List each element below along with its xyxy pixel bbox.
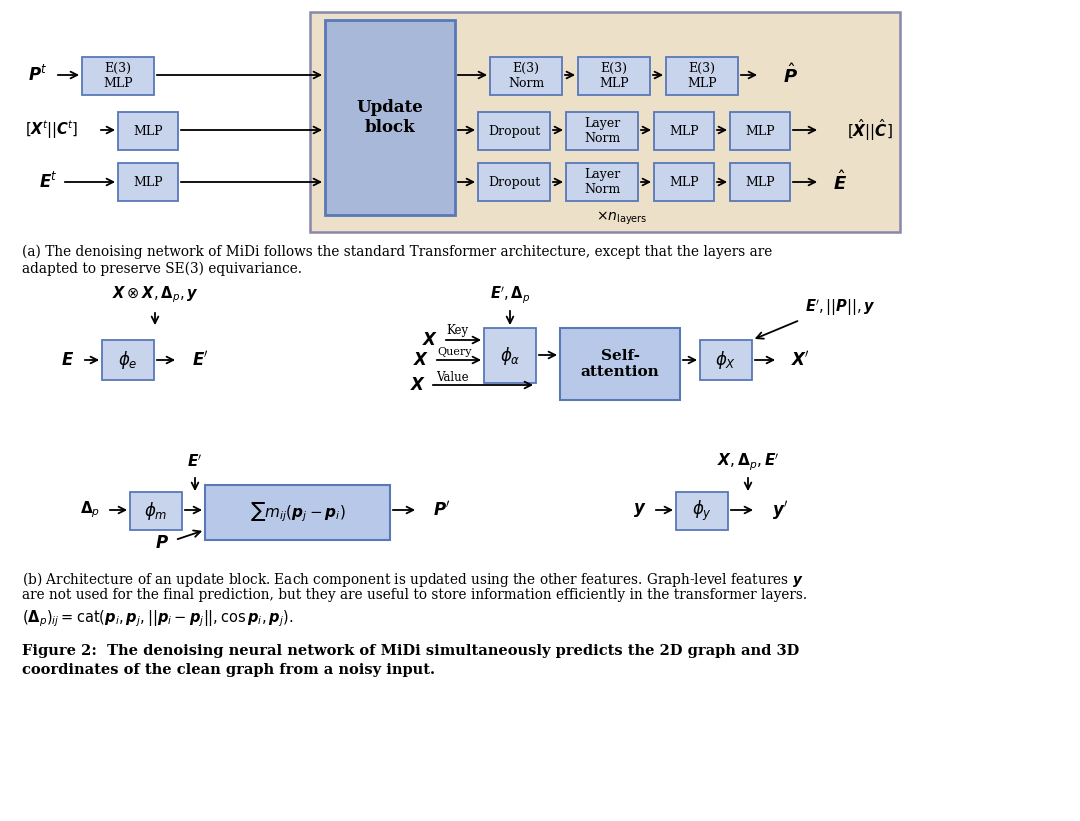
- Text: Figure 2:  The denoising neural network of MiDi simultaneously predicts the 2D g: Figure 2: The denoising neural network o…: [22, 644, 799, 658]
- Text: $\boldsymbol{y}$: $\boldsymbol{y}$: [633, 501, 647, 519]
- Text: $\phi_e$: $\phi_e$: [118, 349, 138, 371]
- Text: MLP: MLP: [670, 125, 699, 137]
- Text: $\boldsymbol{P}'$: $\boldsymbol{P}'$: [433, 501, 450, 520]
- Text: $\boldsymbol{X}$: $\boldsymbol{X}$: [413, 351, 429, 369]
- Bar: [82, 57, 154, 95]
- Text: MLP: MLP: [133, 176, 163, 189]
- Text: Dropout: Dropout: [488, 125, 540, 137]
- Bar: [561, 328, 680, 400]
- Text: (a) The denoising network of MiDi follows the standard Transformer architecture,: (a) The denoising network of MiDi follow…: [22, 245, 772, 259]
- Text: $\boldsymbol{y}'$: $\boldsymbol{y}'$: [772, 498, 788, 521]
- Text: $\boldsymbol{E}', \boldsymbol{\Delta}_p$: $\boldsymbol{E}', \boldsymbol{\Delta}_p$: [490, 284, 530, 305]
- Text: E(3)
MLP: E(3) MLP: [104, 62, 133, 90]
- Text: $\boldsymbol{X}, \boldsymbol{\Delta}_p, \boldsymbol{E}'$: $\boldsymbol{X}, \boldsymbol{\Delta}_p, …: [717, 452, 780, 473]
- Text: $[\boldsymbol{X}^t||\boldsymbol{C}^t]$: $[\boldsymbol{X}^t||\boldsymbol{C}^t]$: [25, 119, 79, 141]
- Bar: [325, 20, 455, 215]
- Text: $\phi_m$: $\phi_m$: [145, 500, 167, 522]
- Text: Layer
Norm: Layer Norm: [584, 117, 620, 145]
- Bar: [484, 328, 536, 383]
- Bar: [490, 57, 562, 95]
- Text: Value: Value: [435, 370, 469, 383]
- Text: $\boldsymbol{E}^t$: $\boldsymbol{E}^t$: [39, 172, 57, 192]
- Text: $\times n_{\mathrm{layers}}$: $\times n_{\mathrm{layers}}$: [596, 209, 648, 227]
- Text: $\boldsymbol{X}'$: $\boldsymbol{X}'$: [791, 351, 809, 369]
- Text: $\phi_y$: $\phi_y$: [692, 499, 712, 523]
- Text: $\boldsymbol{P}$: $\boldsymbol{P}$: [156, 534, 168, 552]
- Text: Update
block: Update block: [356, 99, 423, 135]
- Bar: [654, 112, 714, 150]
- Text: $\boldsymbol{E}', ||\boldsymbol{P}||, \boldsymbol{y}$: $\boldsymbol{E}', ||\boldsymbol{P}||, \b…: [805, 298, 876, 319]
- Text: MLP: MLP: [745, 125, 774, 137]
- Text: (b) Architecture of an update block. Each component is updated using the other f: (b) Architecture of an update block. Eac…: [22, 570, 804, 589]
- Text: $\phi_X$: $\phi_X$: [715, 349, 737, 371]
- Text: $\boldsymbol{\Delta}_p$: $\boldsymbol{\Delta}_p$: [80, 500, 100, 521]
- Text: $\sum m_{ij}(\boldsymbol{p}_j - \boldsymbol{p}_i)$: $\sum m_{ij}(\boldsymbol{p}_j - \boldsym…: [249, 501, 346, 525]
- Text: are not used for the final prediction, but they are useful to store information : are not used for the final prediction, b…: [22, 588, 807, 602]
- Text: E(3)
MLP: E(3) MLP: [687, 62, 717, 90]
- Text: $\boldsymbol{P}^t$: $\boldsymbol{P}^t$: [28, 65, 48, 85]
- Text: $\boldsymbol{X}$: $\boldsymbol{X}$: [409, 377, 427, 393]
- Text: Query: Query: [437, 347, 472, 357]
- Text: Layer
Norm: Layer Norm: [584, 168, 620, 196]
- Text: E(3)
Norm: E(3) Norm: [508, 62, 544, 90]
- Bar: [578, 57, 650, 95]
- Text: $\hat{\boldsymbol{P}}$: $\hat{\boldsymbol{P}}$: [783, 63, 797, 87]
- Bar: [566, 163, 638, 201]
- Bar: [118, 112, 178, 150]
- Bar: [130, 492, 183, 530]
- Text: $(\boldsymbol{\Delta}_p)_{ij} = \mathrm{cat}(\boldsymbol{p}_i, \boldsymbol{p}_j,: $(\boldsymbol{\Delta}_p)_{ij} = \mathrm{…: [22, 608, 294, 629]
- Bar: [700, 340, 752, 380]
- Text: MLP: MLP: [133, 125, 163, 137]
- Bar: [666, 57, 738, 95]
- Text: MLP: MLP: [670, 176, 699, 189]
- Text: MLP: MLP: [745, 176, 774, 189]
- Text: $\boldsymbol{E}'$: $\boldsymbol{E}'$: [187, 454, 203, 470]
- Text: Dropout: Dropout: [488, 176, 540, 189]
- Text: $[\hat{\boldsymbol{X}}||\hat{\boldsymbol{C}}]$: $[\hat{\boldsymbol{X}}||\hat{\boldsymbol…: [847, 117, 893, 143]
- Text: adapted to preserve SE(3) equivariance.: adapted to preserve SE(3) equivariance.: [22, 262, 302, 277]
- Bar: [205, 485, 390, 540]
- Text: $\boldsymbol{E}'$: $\boldsymbol{E}'$: [192, 351, 208, 369]
- Bar: [478, 112, 550, 150]
- Bar: [676, 492, 728, 530]
- Text: $\phi_\alpha$: $\phi_\alpha$: [500, 345, 521, 366]
- Text: coordinates of the clean graph from a noisy input.: coordinates of the clean graph from a no…: [22, 663, 435, 677]
- Bar: [566, 112, 638, 150]
- Text: Self-
attention: Self- attention: [581, 349, 660, 379]
- Bar: [118, 163, 178, 201]
- Bar: [478, 163, 550, 201]
- Text: E(3)
MLP: E(3) MLP: [599, 62, 629, 90]
- Text: $\boldsymbol{E}$: $\boldsymbol{E}$: [62, 351, 75, 369]
- Text: $\hat{\boldsymbol{E}}$: $\hat{\boldsymbol{E}}$: [833, 170, 847, 194]
- Bar: [654, 163, 714, 201]
- Text: $\boldsymbol{X}$: $\boldsymbol{X}$: [422, 332, 438, 348]
- Bar: [102, 340, 154, 380]
- Bar: [310, 12, 900, 232]
- Bar: [730, 112, 789, 150]
- Text: Key: Key: [446, 323, 468, 337]
- Text: $\boldsymbol{X} \otimes \boldsymbol{X}, \boldsymbol{\Delta}_p, \boldsymbol{y}$: $\boldsymbol{X} \otimes \boldsymbol{X}, …: [111, 285, 199, 305]
- Bar: [730, 163, 789, 201]
